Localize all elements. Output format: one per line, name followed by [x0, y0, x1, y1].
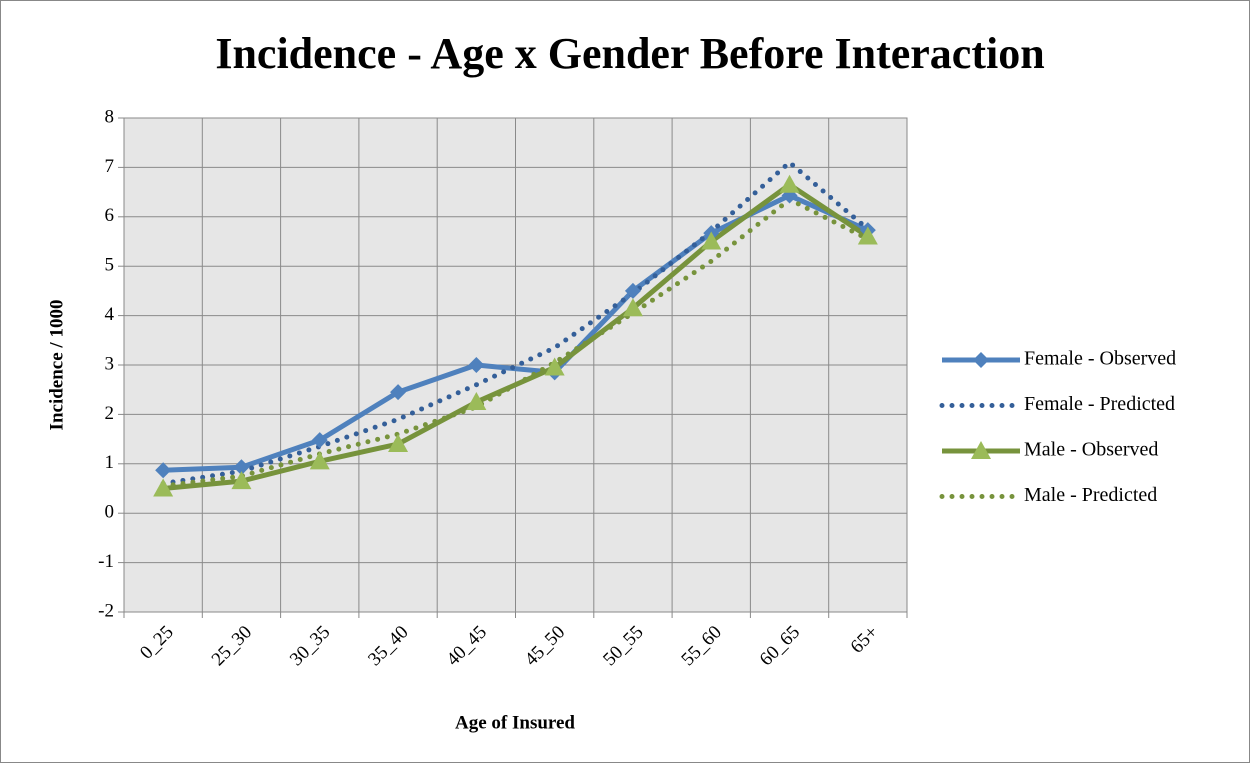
y-tick-label: 1: [105, 452, 115, 473]
data-point: [624, 282, 641, 299]
y-tick-label: 6: [105, 205, 115, 226]
y-tick-label: 3: [105, 353, 115, 374]
y-tick-label: 2: [105, 403, 115, 424]
data-point: [231, 471, 252, 490]
data-point: [390, 384, 407, 401]
y-tick-label: 7: [105, 156, 115, 177]
data-point: [779, 174, 800, 193]
data-point: [388, 434, 409, 453]
data-point: [311, 432, 328, 449]
legend-marker: [971, 441, 991, 459]
y-tick-label: 4: [105, 304, 115, 325]
series-line: [160, 196, 871, 489]
y-tick-label: 8: [105, 106, 115, 127]
chart-title: Incidence - Age x Gender Before Interact…: [215, 29, 1044, 78]
data-point: [155, 462, 172, 479]
data-point: [466, 392, 487, 411]
data-point: [544, 357, 565, 376]
data-point: [233, 459, 250, 476]
data-point: [701, 231, 722, 250]
x-axis-title: Age of Insured: [455, 712, 575, 733]
data-point: [622, 298, 643, 317]
series-line: [160, 159, 871, 487]
legend-marker: [973, 352, 989, 368]
y-tick-label: -2: [98, 600, 114, 621]
y-tick-label: 5: [105, 255, 115, 276]
legend-label: Female - Predicted: [1024, 393, 1175, 415]
legend-label: Male - Observed: [1024, 439, 1158, 461]
y-axis-title: Incidence / 1000: [46, 300, 67, 431]
legend-label: Male - Predicted: [1024, 484, 1157, 506]
data-point: [857, 226, 878, 245]
data-point: [468, 357, 485, 373]
y-tick-label: -1: [98, 551, 114, 572]
y-tick-label: 0: [105, 502, 115, 523]
data-point: [153, 478, 174, 497]
data-point: [309, 451, 330, 470]
legend-label: Female - Observed: [1024, 348, 1176, 370]
